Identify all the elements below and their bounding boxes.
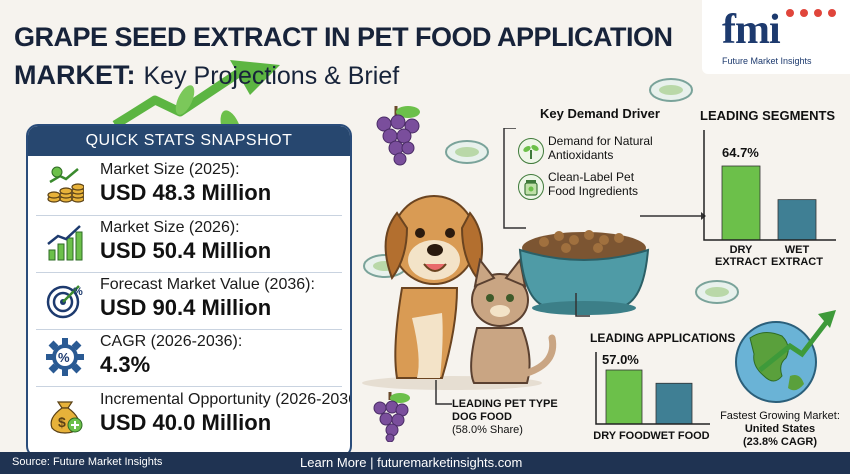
svg-text:%: %: [73, 286, 83, 298]
stat-label: Forecast Market Value (2036):: [100, 276, 315, 293]
title-subtitle: Key Projections & Brief: [143, 62, 400, 90]
food-bowl-icon: [518, 230, 650, 315]
jar-icon: [518, 174, 544, 200]
demand-driver-line: Food Ingredients: [548, 184, 639, 198]
bar-dry-food: [605, 369, 643, 425]
page-title-line2: MARKET: Key Projections & Brief: [14, 60, 399, 91]
globe-icon: [735, 310, 836, 403]
divider: [36, 329, 342, 330]
leading-pet-heading: LEADING PET TYPE: [452, 398, 558, 410]
category-line: EXTRACT: [715, 256, 767, 268]
stat-label: CAGR (2026-2036):: [100, 333, 243, 350]
segment-category-dry: DRY EXTRACT: [714, 244, 768, 268]
key-demand-title: Key Demand Driver: [540, 106, 660, 121]
demand-driver-line: Clean-Label Pet: [548, 170, 635, 184]
dog-cat-illustration: [362, 195, 557, 390]
target-icon: %: [46, 285, 83, 319]
petri-dish-icon: [445, 140, 489, 164]
title-market: MARKET:: [14, 60, 136, 90]
money-bag-icon: $: [50, 401, 83, 434]
sprout-icon: [518, 138, 544, 164]
application-category-wet: WET FOOD: [650, 430, 710, 442]
connector-lines: [435, 380, 452, 405]
svg-text:%: %: [58, 350, 70, 365]
petri-dish-icon: [649, 78, 693, 102]
logo-dots-icon: [786, 9, 836, 17]
leading-segments-chart: [703, 130, 836, 241]
application-category-dry: DRY FOOD: [593, 430, 651, 442]
fastest-label: Fastest Growing Market:: [720, 410, 840, 422]
bar-wet-extract: [777, 199, 817, 241]
leading-pet-value: DOG FOOD: [452, 411, 512, 423]
leading-segments-title: LEADING SEGMENTS: [700, 108, 836, 123]
leading-applications-title: LEADING APPLICATIONS: [590, 331, 736, 345]
stat-label: Market Size (2026):: [100, 219, 240, 236]
bar-dry-extract: [721, 165, 761, 241]
stat-value: 4.3%: [100, 352, 151, 377]
fastest-cagr: (23.8% CAGR): [743, 436, 817, 448]
grapes-icon: [376, 106, 420, 166]
petri-dish-icon: [695, 280, 739, 304]
coins-growth-icon: [47, 166, 84, 203]
category-line: DRY: [729, 244, 753, 256]
learn-more-link[interactable]: Learn More | futuremarketinsights.com: [300, 455, 523, 470]
divider: [36, 272, 342, 273]
stat-row: Market Size (2026): USD 50.4 Million: [28, 216, 350, 271]
connector-lines: [503, 128, 706, 317]
quick-stats-panel: QUICK STATS SNAPSHOT Market Size (2025):…: [26, 124, 352, 458]
demand-driver-item: Clean-Label Pet Food Ingredients: [548, 170, 638, 198]
page-title: GRAPE SEED EXTRACT IN PET FOOD APPLICATI…: [14, 22, 673, 52]
demand-driver-line: Antioxidants: [548, 148, 614, 162]
chart-axis: [703, 130, 836, 241]
bar-wet-food: [655, 382, 693, 425]
demand-driver-item: Demand for Natural Antioxidants: [548, 134, 653, 162]
stat-row: % CAGR (2026-2036): 4.3%: [28, 330, 350, 385]
chart-axis: [595, 352, 710, 425]
stat-row: % Forecast Market Value (2036): USD 90.4…: [28, 273, 350, 328]
stat-label: Incremental Opportunity (2026-2036):: [100, 391, 352, 408]
stat-row: $ Incremental Opportunity (2026-2036): U…: [28, 388, 350, 443]
category-line: EXTRACT: [771, 256, 823, 268]
footer-bar: Source: Future Market Insights Learn Mor…: [0, 452, 850, 474]
svg-text:$: $: [58, 414, 66, 430]
quick-stats-heading: QUICK STATS SNAPSHOT: [28, 126, 350, 156]
demand-driver-line: Demand for Natural: [548, 134, 653, 148]
grapes-icon: [373, 392, 410, 442]
leading-pet-share: (58.0% Share): [452, 424, 523, 436]
leading-applications-chart: [595, 352, 710, 425]
divider: [36, 386, 342, 387]
logo-tagline: Future Market Insights: [722, 56, 812, 66]
application-value-label: 57.0%: [602, 352, 639, 367]
divider: [36, 215, 342, 216]
stat-value: USD 40.0 Million: [100, 410, 272, 435]
fastest-growing-market: Fastest Growing Market: United States (2…: [715, 410, 845, 449]
stat-row: Market Size (2025): USD 48.3 Million: [28, 158, 350, 213]
stat-value: USD 50.4 Million: [100, 238, 272, 263]
stat-label: Market Size (2025):: [100, 161, 240, 178]
stat-value: USD 48.3 Million: [100, 180, 272, 205]
logo-letters: fmi: [722, 7, 781, 53]
segment-category-wet: WET EXTRACT: [770, 244, 824, 268]
stat-value: USD 90.4 Million: [100, 295, 272, 320]
fastest-country: United States: [744, 423, 816, 435]
percent-gear-icon: %: [46, 338, 84, 376]
segment-value-label: 64.7%: [722, 145, 759, 160]
leading-pet-type: LEADING PET TYPE DOG FOOD (58.0% Share): [452, 398, 558, 437]
source-text: Source: Future Market Insights: [12, 456, 163, 468]
fmi-logo[interactable]: fmi Future Market Insights: [702, 0, 850, 74]
category-line: WET: [784, 244, 810, 256]
bar-growth-icon: [47, 225, 83, 261]
